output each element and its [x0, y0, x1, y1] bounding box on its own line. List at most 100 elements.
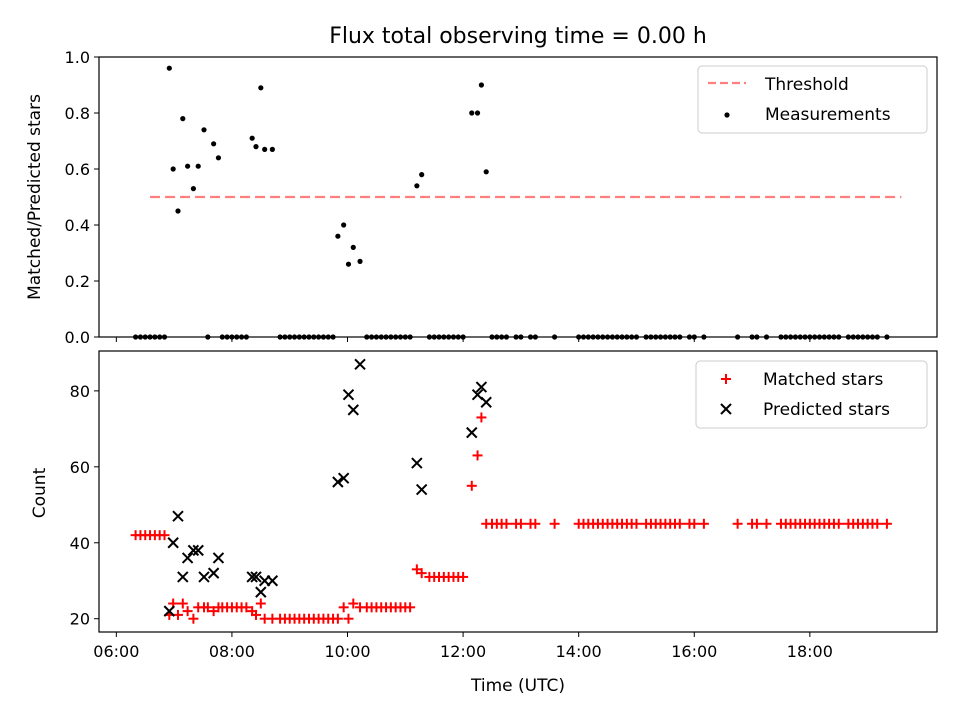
legend-predicted-label: Predicted stars [763, 400, 890, 420]
measurement-point [426, 334, 432, 340]
measurement-point [393, 334, 399, 340]
measurement-point [749, 334, 755, 340]
measurement-point [316, 334, 322, 340]
predicted-star-point [347, 404, 359, 416]
count-x-axis-label: Time (UTC) [470, 676, 565, 696]
matched-star-point [872, 518, 883, 529]
matched-star-point [343, 613, 354, 624]
predicted-star-point [250, 571, 262, 583]
measurement-point [325, 334, 331, 340]
measurement-point [152, 334, 158, 340]
predicted-star-point [475, 381, 488, 393]
measurement-point [763, 334, 770, 340]
matched-star-point [172, 609, 183, 620]
measurement-point [754, 334, 760, 340]
measurement-point [869, 334, 876, 340]
matched-star-point [761, 518, 772, 529]
measurement-point [787, 334, 794, 340]
measurement-point [831, 334, 837, 340]
measurement-point [296, 334, 302, 340]
count-x-tick-label: 12:00 [440, 642, 486, 661]
measurement-point [431, 334, 437, 340]
measurement-point [667, 334, 673, 340]
measurement-point [436, 334, 442, 340]
measurement-point [330, 334, 336, 340]
measurement-point [357, 258, 363, 264]
measurement-point [855, 334, 861, 340]
measurement-point [624, 334, 630, 340]
measurement-point [287, 334, 293, 340]
predicted-star-point [192, 544, 204, 557]
count-x-ticks: 06:00 08:00 10:00 12:00 14:00 16:00 18:00 [93, 632, 833, 661]
legend-predicted-swatch [720, 403, 732, 415]
measurement-point [797, 334, 803, 340]
matched-star-point [674, 518, 685, 529]
measurement-point [205, 334, 211, 340]
count-legend-box [695, 360, 928, 429]
measurement-point [311, 334, 317, 340]
predicted-star-point [163, 605, 176, 617]
measurement-point [590, 334, 596, 340]
measurement-point [478, 82, 484, 88]
measurement-points [133, 65, 890, 340]
measurement-point [269, 146, 275, 152]
legend-matched-swatch [721, 374, 731, 384]
predicted-star-point [480, 396, 492, 408]
measurement-point [175, 208, 181, 214]
measurement-point [320, 334, 327, 340]
ratio-legend-box [697, 65, 928, 134]
count-x-tick-label: 18:00 [787, 642, 833, 661]
measurement-point [238, 334, 245, 340]
measurement-point [262, 146, 268, 152]
legend-measurements-swatch [724, 112, 730, 118]
predicted-star-point [177, 571, 189, 583]
measurement-point [677, 334, 683, 340]
ratio-panel: 0.0 0.2 0.4 0.6 0.8 1.0 Matched/Predicted sta… [25, 48, 938, 347]
ratio-y-ticks: 0.0 0.2 0.4 0.6 0.8 1.0 [65, 48, 99, 347]
matched-star-point [751, 518, 762, 529]
matched-star-point [159, 530, 170, 541]
matched-star-point [241, 602, 252, 613]
measurement-point [600, 334, 606, 340]
measurement-point [503, 334, 510, 340]
matched-star-point [332, 613, 343, 624]
predicted-star-point [415, 483, 428, 496]
matched-star-point [631, 518, 642, 529]
measurement-point [513, 334, 519, 340]
measurement-point [643, 334, 649, 340]
measurement-point [474, 110, 481, 116]
measurement-point [407, 334, 413, 340]
measurement-point [166, 65, 172, 71]
legend-measurements-label: Measurements [765, 105, 891, 125]
measurement-point [836, 334, 842, 340]
measurement-point [277, 334, 283, 340]
measurement-point [243, 334, 249, 340]
measurement-point [812, 334, 818, 340]
measurement-point [469, 110, 475, 116]
matched-star-point [698, 518, 709, 529]
matched-star-point [458, 571, 469, 582]
measurement-point [201, 127, 207, 133]
measurement-point [180, 116, 186, 122]
ratio-y-tick-label: 0.2 [65, 272, 90, 291]
matched-star-point [251, 609, 262, 620]
measurement-point [653, 334, 659, 340]
measurement-point [874, 334, 880, 340]
ratio-y-tick-label: 0.0 [65, 328, 90, 347]
measurement-point [619, 334, 625, 340]
matched-star-point [472, 450, 483, 461]
predicted-star-point [266, 575, 279, 587]
measurement-point [686, 334, 693, 340]
measurement-point [802, 334, 808, 340]
predicted-star-point [255, 586, 267, 598]
measurement-point [190, 186, 196, 192]
measurement-point [576, 334, 582, 340]
matched-star-point [182, 606, 193, 617]
measurement-point [441, 334, 447, 340]
measurement-point [364, 334, 370, 340]
measurement-point [335, 233, 341, 239]
ratio-y-axis-label: Matched/Predicted stars [25, 94, 45, 300]
measurement-point [345, 261, 352, 267]
measurement-point [350, 244, 356, 250]
measurement-point [147, 334, 153, 340]
